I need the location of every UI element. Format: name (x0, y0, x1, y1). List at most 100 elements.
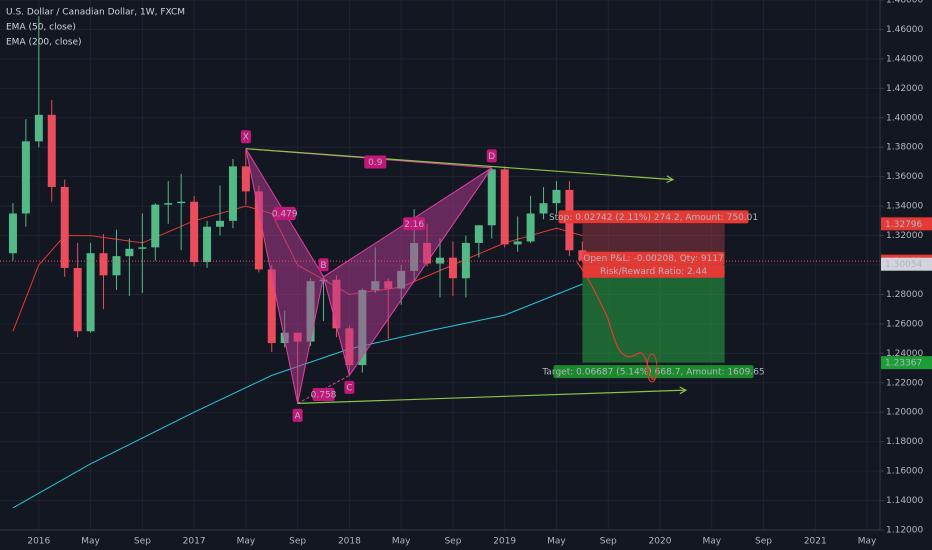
candle-body (151, 204, 160, 248)
stop-label-bg (558, 210, 749, 224)
candle-body (99, 253, 108, 276)
pnl-label-bg (582, 251, 725, 265)
candle-body (228, 166, 237, 221)
pattern-point-label-bg (486, 149, 497, 163)
x-tick-label: 2019 (493, 537, 516, 547)
candle-body (241, 166, 250, 192)
target-zone (582, 264, 725, 363)
y-tick-label: 1.14000 (886, 496, 923, 506)
y-tick-label: 1.16000 (886, 467, 923, 477)
pattern-point-label-bg (240, 130, 251, 144)
candle-body (86, 253, 95, 332)
candle-body (319, 279, 328, 282)
pattern-point-label-bg (292, 408, 303, 422)
rr-label-bg (582, 264, 725, 278)
x-tick-label: May (81, 537, 100, 547)
price-label-bg (881, 217, 932, 231)
y-tick-label: 1.18000 (886, 437, 923, 447)
pattern-ratio-label: 0.9 (368, 158, 383, 168)
candle-body (47, 114, 56, 187)
y-tick-label: 1.32000 (886, 231, 923, 241)
price-label-bg (881, 257, 932, 271)
axes: 1.12000 1.14000 1.16000 1.18000 1.20000 1.220… (27, 0, 932, 547)
y-tick-label: 1.24000 (886, 349, 923, 359)
stop-label: Stop: 0.02742 (2.11%) 274.2, Amount: 750… (549, 213, 758, 223)
candle-body (216, 220, 224, 227)
price-label: 1.23367 (885, 359, 922, 369)
x-tick-label: Sep (289, 537, 306, 547)
x-tick-label: May (392, 537, 411, 547)
y-tick-label: 1.44000 (886, 54, 923, 64)
indicator-label: EMA (200, close) (6, 38, 82, 48)
x-tick-label: 2017 (183, 537, 206, 547)
pattern-ratio-label-bg (312, 388, 335, 402)
candle-body (203, 226, 212, 263)
y-tick-label: 1.48000 (886, 0, 923, 6)
pattern-point-label: C (346, 383, 352, 393)
pattern-ratio-label-bg (273, 206, 296, 220)
candle-body (254, 191, 263, 270)
candle-body (60, 186, 69, 268)
candle-body (436, 257, 444, 264)
target-label: Target: 0.06687 (5.14%) 668.7, Amount: 1… (541, 368, 764, 378)
y-tick-label: 1.40000 (886, 113, 923, 123)
candle-body (125, 248, 134, 257)
pattern-ratio-label-bg (403, 217, 426, 231)
pattern-point-label-bg (344, 380, 355, 394)
symbol-title: U.S. Dollar / Canadian Dollar, 1W, FXCM (6, 8, 185, 18)
x-tick-label: May (702, 537, 721, 547)
candle-body (461, 242, 470, 279)
x-tick-label: May (858, 537, 877, 547)
x-tick-label: 2018 (338, 537, 361, 547)
pnl-label: Open P&L: -0.00208, Qty: 9117 (583, 254, 724, 264)
price-label: 1.32796 (885, 220, 922, 230)
x-tick-label: 2021 (804, 537, 827, 547)
candle-body (21, 141, 30, 214)
pattern-point-label: D (488, 152, 495, 162)
trend-line (245, 148, 673, 181)
candle-body (267, 269, 276, 344)
trend-line (297, 389, 686, 404)
pattern-ratio-label: 2.16 (404, 220, 424, 230)
x-tick-label: May (237, 537, 256, 547)
candle-body (34, 114, 43, 142)
candle-body (138, 247, 147, 249)
candle-body (190, 201, 199, 263)
candle-body (164, 203, 173, 205)
pattern-ratio-label-bg (364, 155, 387, 169)
x-tick-label: Sep (134, 537, 151, 547)
rr-label: Risk/Reward Ratio: 2.44 (600, 267, 707, 277)
candle-body (526, 213, 535, 242)
price-label-bg (881, 356, 932, 370)
y-tick-label: 1.34000 (886, 202, 923, 212)
trend-arrow (679, 386, 688, 395)
pattern-ratio-label: 0.479 (272, 209, 298, 219)
plot: X A B C D 0.479 0.758 2.16 0.9 Stop: 0.02742 (2.1… (0, 16, 880, 509)
candle-body (513, 241, 522, 245)
pattern-point-label: B (320, 261, 326, 271)
y-tick-label: 1.26000 (886, 319, 923, 329)
candle-body (177, 201, 186, 204)
pattern-point-label: X (243, 133, 249, 143)
candle-body (8, 213, 17, 254)
projection-circle (646, 353, 658, 383)
y-tick-label: 1.20000 (886, 408, 923, 418)
ema-line (12, 283, 583, 509)
y-tick-label: 1.36000 (886, 172, 923, 182)
y-tick-label: 1.28000 (886, 290, 923, 300)
candle-body (539, 203, 548, 214)
pattern-point-label: A (295, 411, 302, 421)
candle-body (73, 267, 82, 332)
x-tick-label: 2016 (27, 537, 50, 547)
y-tick-label: 1.12000 (886, 526, 923, 536)
x-tick-label: Sep (755, 537, 772, 547)
candle-body (112, 256, 121, 276)
x-tick-label: Sep (600, 537, 617, 547)
x-tick-label: 2020 (649, 537, 672, 547)
projection-curve (576, 261, 657, 380)
y-tick-label: 1.46000 (886, 25, 923, 35)
candle-body (448, 257, 457, 279)
indicator-label: EMA (50, close) (6, 23, 76, 33)
candle-body (578, 250, 587, 261)
y-tick-label: 1.38000 (886, 143, 923, 153)
